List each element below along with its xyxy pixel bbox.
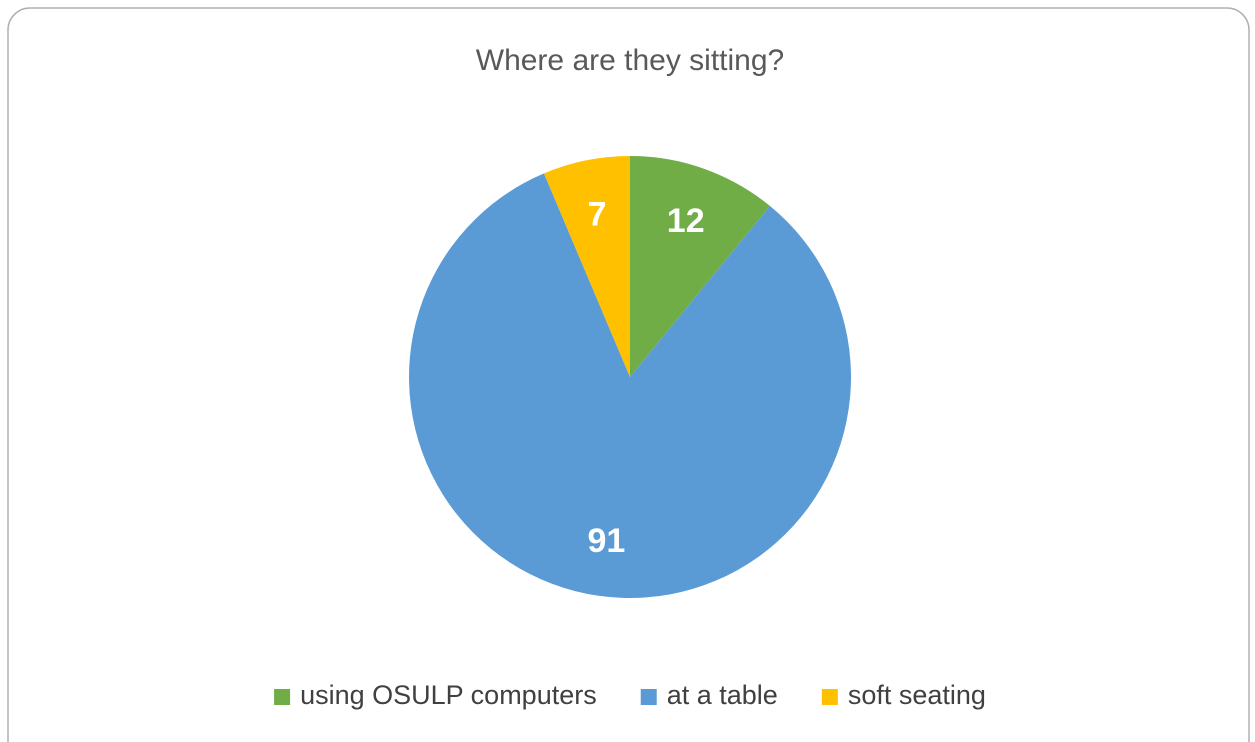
legend-label: soft seating	[848, 680, 986, 710]
chart-title: Where are they sitting?	[476, 44, 784, 77]
legend-swatch	[821, 689, 838, 705]
data-label: 7	[588, 196, 607, 234]
legend-label: using OSULP computers	[300, 680, 597, 710]
legend-swatch	[274, 689, 291, 705]
legend-label: at a table	[667, 680, 778, 710]
data-label: 91	[587, 522, 625, 560]
pie-slice	[409, 173, 851, 598]
pie-slice	[630, 156, 770, 377]
legend-swatch	[640, 689, 657, 705]
pie-slice	[543, 156, 630, 377]
data-label: 12	[667, 202, 705, 240]
